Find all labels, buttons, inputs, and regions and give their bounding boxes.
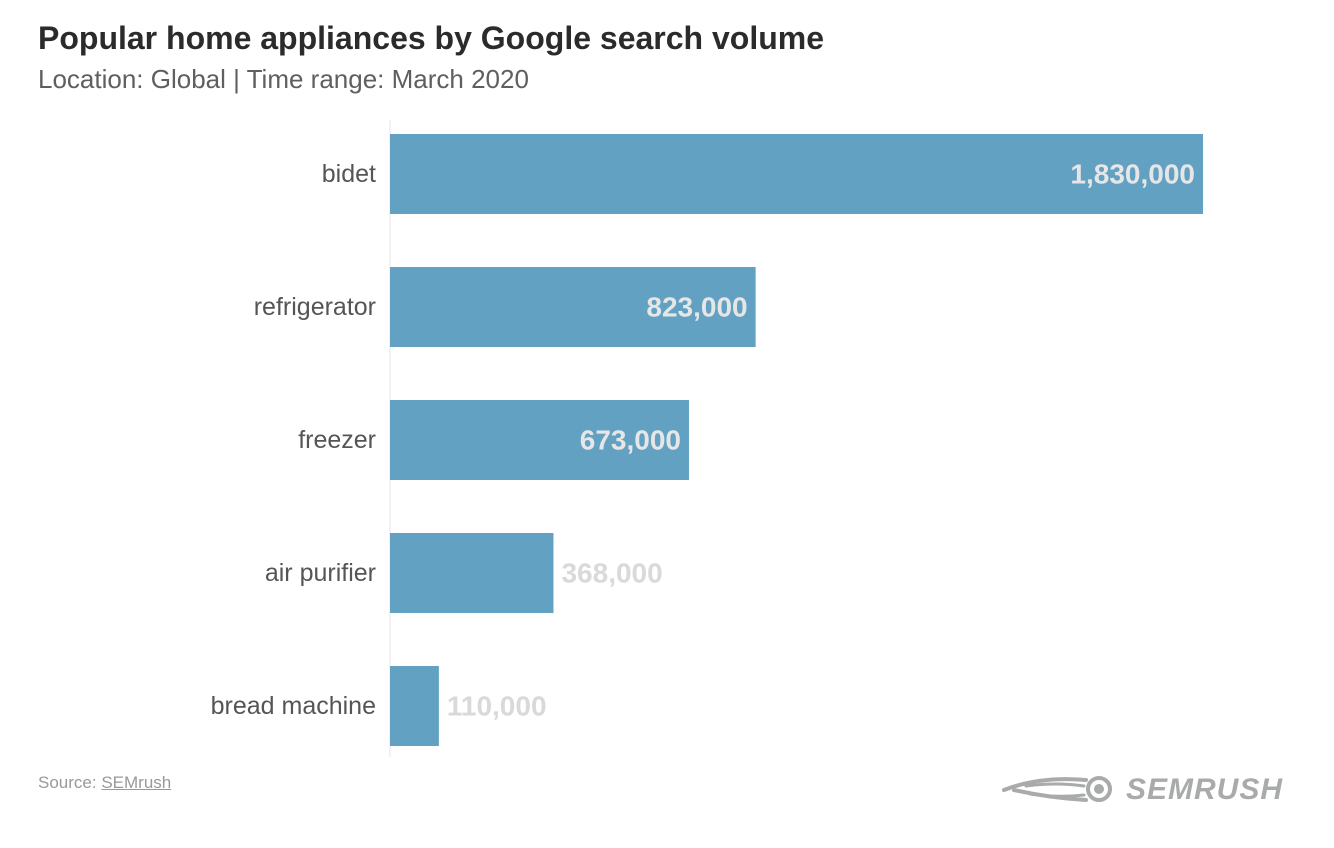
bar-refrigerator	[390, 267, 756, 347]
bar-freezer	[390, 400, 689, 480]
value-label: 673,000	[580, 425, 681, 456]
source-prefix: Source:	[38, 773, 97, 792]
source-note: Source: SEMrush	[38, 773, 171, 793]
category-label: air purifier	[265, 559, 376, 587]
category-label: freezer	[298, 426, 376, 454]
bar-bidet	[390, 134, 1203, 214]
value-label: 1,830,000	[1070, 159, 1195, 190]
category-label: bread machine	[211, 692, 376, 720]
value-label: 368,000	[561, 558, 662, 589]
bar-air-purifier	[390, 533, 554, 613]
semrush-flame-icon	[1002, 776, 1112, 802]
value-label: 110,000	[447, 691, 547, 722]
semrush-wordmark: SEMRUSH	[1126, 773, 1283, 806]
category-label: refrigerator	[254, 293, 376, 321]
value-label: 823,000	[646, 292, 747, 323]
source-link[interactable]: SEMrush	[101, 773, 172, 792]
bar-bread-machine	[390, 666, 439, 746]
semrush-logo: SEMRUSH	[1002, 773, 1283, 806]
chart-title: Popular home appliances by Google search…	[38, 20, 824, 56]
chart-subtitle: Location: Global | Time range: March 202…	[38, 64, 529, 94]
category-label: bidet	[322, 160, 376, 188]
